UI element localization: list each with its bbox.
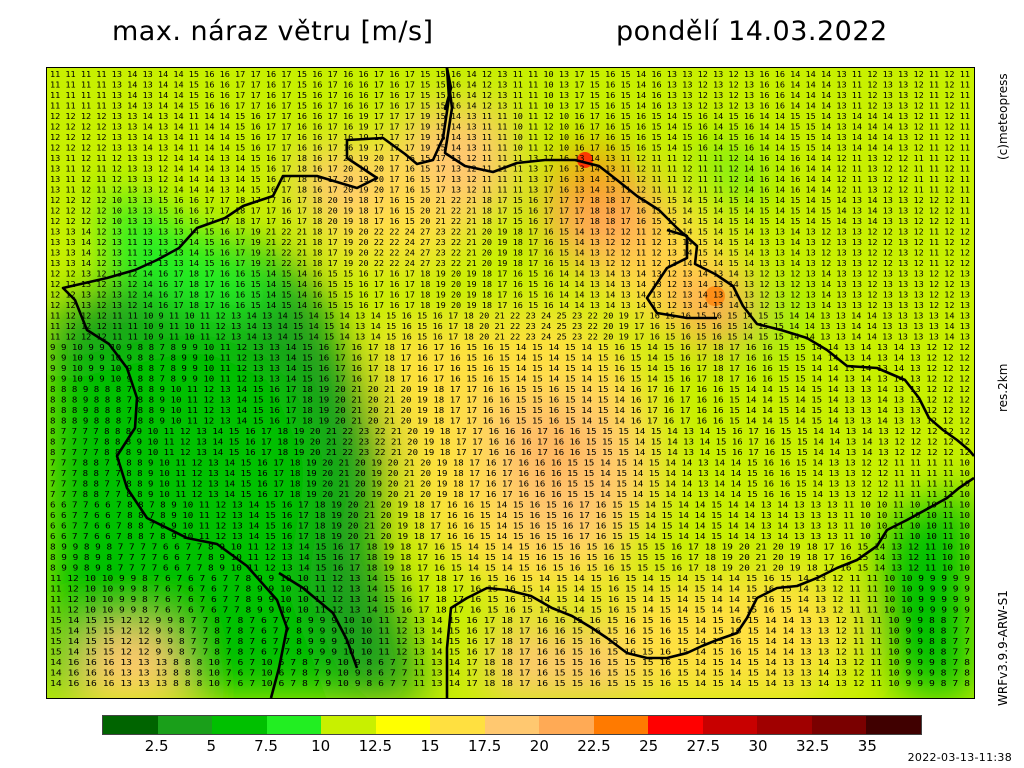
legend-tick-label: 27.5 (686, 737, 721, 755)
value-row: 11 11 11 11 13 14 13 14 14 15 16 16 17 1… (50, 91, 970, 100)
value-row: 12 12 12 12 13 13 14 13 14 11 14 14 15 1… (50, 133, 970, 142)
legend-swatch (811, 716, 867, 734)
value-row: 12 12 13 12 13 12 14 16 17 18 17 16 16 1… (50, 301, 970, 310)
value-row: 6 6 7 7 6 6 7 8 8 7 8 9 10 11 12 13 14 1… (50, 511, 970, 520)
value-row: 8 9 9 8 9 8 7 7 7 7 6 6 7 7 8 9 10 11 12… (50, 564, 970, 573)
value-row: 11 12 12 12 11 11 10 9 11 10 11 12 13 14… (50, 333, 970, 342)
legend-tick-label: 30 (748, 737, 768, 755)
legend-swatch (757, 716, 812, 734)
value-row: 14 16 16 16 13 13 13 8 8 8 10 7 6 7 10 6… (50, 679, 970, 688)
value-row: 7 7 7 8 8 7 7 8 8 9 10 11 12 13 14 15 16… (50, 490, 970, 499)
value-row: 8 8 8 9 8 8 8 7 8 8 9 10 11 12 13 14 15 … (50, 417, 970, 426)
value-row: 8 7 7 7 7 8 8 8 9 10 11 12 13 14 15 16 1… (50, 427, 970, 436)
value-row: 14 16 16 16 13 13 13 8 8 8 10 7 6 7 10 6… (50, 658, 970, 667)
value-row: 12 12 12 12 13 13 14 13 14 11 14 14 15 1… (50, 123, 970, 132)
value-row: 14 16 16 16 13 13 13 8 8 8 10 7 6 7 10 6… (50, 669, 970, 678)
value-row: 12 12 13 12 13 12 14 16 17 18 17 16 16 1… (50, 291, 970, 300)
value-row: 13 11 12 11 12 13 13 12 14 14 14 13 14 1… (50, 175, 970, 184)
value-row: 11 11 11 11 13 14 13 14 14 15 16 16 17 1… (50, 81, 970, 90)
value-row: 15 14 15 15 12 12 9 9 8 7 7 8 7 8 7 6 7 … (50, 616, 970, 625)
value-row: 8 7 7 7 7 8 8 8 9 10 11 12 13 14 15 16 1… (50, 438, 970, 447)
value-row: 13 13 14 12 13 11 13 13 13 14 15 16 17 1… (50, 249, 970, 258)
value-row: 11 12 10 10 9 9 8 7 6 7 6 7 6 7 7 8 9 9 … (50, 595, 970, 604)
value-row: 8 7 7 7 7 8 8 8 9 10 11 12 13 14 15 16 1… (50, 448, 970, 457)
legend-swatch (484, 716, 540, 734)
value-row: 15 14 15 15 12 12 9 9 8 7 7 8 7 8 7 6 7 … (50, 627, 970, 636)
value-grid: 11 11 11 11 13 14 13 14 14 15 16 16 17 1… (50, 70, 970, 688)
value-row: 9 9 10 9 9 10 9 8 8 7 8 9 9 10 11 12 13 … (50, 354, 970, 363)
legend-swatch (648, 716, 703, 734)
value-row: 7 7 7 8 8 7 7 8 8 9 10 11 12 13 14 15 16… (50, 480, 970, 489)
value-row: 8 8 8 9 8 8 8 7 8 8 9 10 11 12 13 14 15 … (50, 385, 970, 394)
legend-swatch (157, 716, 213, 734)
value-row: 11 12 12 12 11 11 10 9 11 10 11 12 13 14… (50, 322, 970, 331)
value-row: 8 9 9 8 9 8 7 7 7 7 6 6 7 7 8 9 10 11 12… (50, 543, 970, 552)
legend-tick-label: 10 (311, 737, 331, 755)
value-row: 6 6 7 7 6 6 7 8 8 7 8 9 10 11 12 13 14 1… (50, 522, 970, 531)
value-row: 13 11 12 11 12 13 13 12 14 14 14 13 14 1… (50, 186, 970, 195)
copyright-label: (c)meteopress (996, 73, 1010, 160)
legend-swatch (266, 716, 322, 734)
value-row: 12 12 13 12 13 12 14 16 17 18 17 16 16 1… (50, 280, 970, 289)
value-row: 9 9 10 9 9 10 9 8 8 7 8 9 9 10 11 12 13 … (50, 375, 970, 384)
value-row: 11 11 11 11 13 14 13 14 14 15 16 16 17 1… (50, 102, 970, 111)
model-label: WRFv3.9.9-ARW-S1 (996, 590, 1010, 706)
color-scale-legend (102, 715, 922, 735)
run-timestamp: 2022-03-13-11:38 (907, 751, 1012, 764)
legend-swatch (321, 716, 376, 734)
value-row: 8 9 9 8 9 8 7 7 7 7 6 6 7 7 8 9 10 11 12… (50, 553, 970, 562)
value-row: 7 7 7 8 8 7 7 8 8 9 10 11 12 13 14 15 16… (50, 469, 970, 478)
value-row: 9 9 10 9 9 10 9 8 8 7 8 9 9 10 11 12 13 … (50, 364, 970, 373)
value-row: 11 12 10 10 9 9 8 7 6 7 6 7 6 7 7 8 9 9 … (50, 585, 970, 594)
value-row: 13 11 12 11 12 13 13 12 14 14 14 13 14 1… (50, 165, 970, 174)
map-title: max. náraz větru [m/s] (112, 16, 434, 47)
legend-swatch (539, 716, 594, 734)
map-date: pondělí 14.03.2022 (616, 16, 888, 47)
legend-tick-label: 5 (206, 737, 217, 755)
legend-tick-label: 35 (857, 737, 877, 755)
value-row: 12 12 13 12 13 12 14 16 17 18 17 16 16 1… (50, 270, 970, 279)
country-border (61, 68, 974, 698)
value-row: 13 11 12 11 12 13 13 12 14 14 14 13 14 1… (50, 154, 970, 163)
value-row: 12 12 12 12 10 13 13 15 16 16 17 17 18 1… (50, 196, 970, 205)
value-row: 15 14 15 15 12 12 9 9 8 7 7 8 7 8 7 6 7 … (50, 648, 970, 657)
legend-tick-label: 25 (639, 737, 659, 755)
value-row: 8 8 8 9 8 8 8 7 8 8 9 10 11 12 13 14 15 … (50, 406, 970, 415)
legend-tick-label: 20 (529, 737, 549, 755)
legend-swatch (212, 716, 267, 734)
value-row: 13 13 14 12 13 11 13 13 13 14 15 16 17 1… (50, 259, 970, 268)
legend-tick-label: 15 (420, 737, 440, 755)
legend-swatch (702, 716, 758, 734)
value-row: 11 12 12 12 11 11 10 9 11 10 11 12 13 14… (50, 312, 970, 321)
value-row: 15 14 15 15 12 12 9 9 8 7 7 8 7 8 7 6 7 … (50, 637, 970, 646)
resolution-label: res.2km (996, 363, 1010, 412)
value-row: 8 8 8 9 8 8 8 7 8 8 9 10 11 12 13 14 15 … (50, 396, 970, 405)
legend-tick-label: 12.5 (358, 737, 393, 755)
legend-swatch (375, 716, 431, 734)
value-row: 12 12 12 12 10 13 13 15 16 16 17 17 18 1… (50, 217, 970, 226)
legend-swatch (103, 716, 158, 734)
value-row: 6 6 7 7 6 6 7 8 8 7 8 9 10 11 12 13 14 1… (50, 532, 970, 541)
value-row: 7 7 7 8 8 7 7 8 8 9 10 11 12 13 14 15 16… (50, 459, 970, 468)
value-row: 12 12 12 12 10 13 13 15 16 16 17 17 18 1… (50, 207, 970, 216)
wind-gust-map: 11 11 11 11 13 14 13 14 14 15 16 16 17 1… (46, 67, 975, 699)
value-row: 13 13 14 12 13 11 13 13 13 14 15 16 17 1… (50, 238, 970, 247)
value-row: 12 12 12 12 13 13 14 13 14 11 14 14 15 1… (50, 112, 970, 121)
legend-tick-label: 32.5 (795, 737, 830, 755)
legend-swatch (866, 716, 921, 734)
value-row: 12 12 12 12 13 13 14 13 14 11 14 14 15 1… (50, 144, 970, 153)
value-row: 11 11 11 11 13 14 13 14 14 15 16 16 17 1… (50, 70, 970, 79)
value-row: 11 12 10 10 9 9 8 7 6 7 6 7 6 7 7 8 9 9 … (50, 606, 970, 615)
legend-tick-label: 17.5 (467, 737, 502, 755)
legend-tick-label: 7.5 (254, 737, 278, 755)
value-row: 13 13 14 12 13 11 13 13 13 14 15 16 17 1… (50, 228, 970, 237)
value-row: 11 12 10 10 9 9 8 7 6 7 6 7 6 7 7 8 9 9 … (50, 574, 970, 583)
legend-tick-label: 22.5 (577, 737, 611, 755)
value-row: 9 9 10 9 9 10 9 8 8 7 8 9 9 10 11 12 13 … (50, 343, 970, 352)
value-row: 6 6 7 7 6 6 7 8 8 7 8 9 10 11 12 13 14 1… (50, 501, 970, 510)
legend-swatch (593, 716, 649, 734)
legend-tick-label: 2.5 (144, 737, 169, 755)
legend-swatch (430, 716, 485, 734)
